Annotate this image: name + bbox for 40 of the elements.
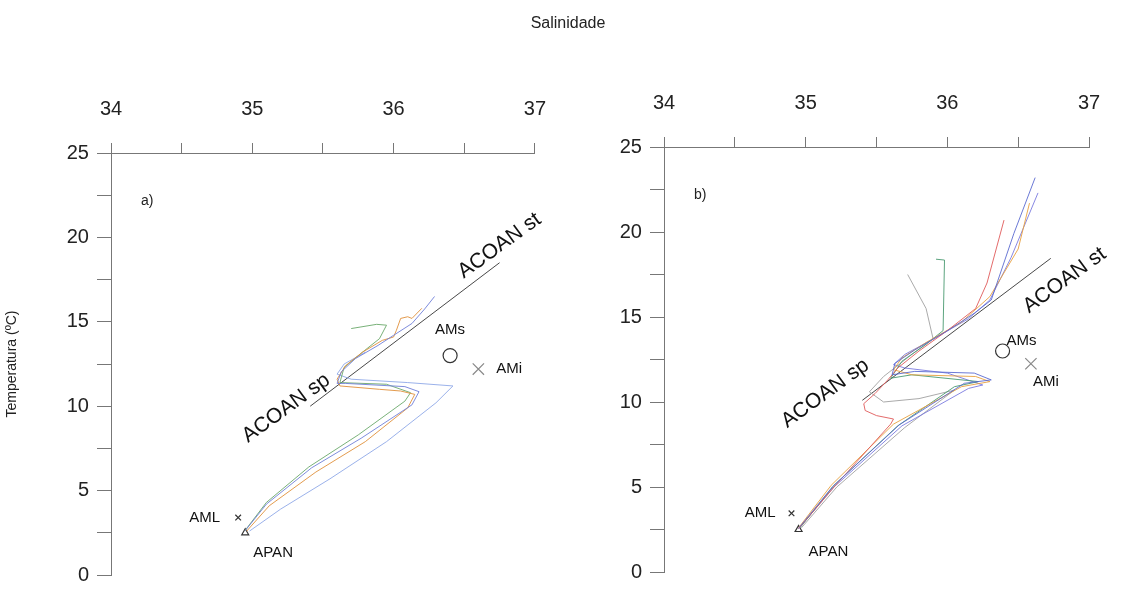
series-label: AML (744, 503, 776, 521)
point (234, 514, 242, 522)
x-tick-label: 37 (1077, 90, 1101, 113)
y-tick-label: 0 (630, 559, 642, 582)
x-tick-label: 35 (794, 90, 817, 113)
point (442, 347, 458, 364)
x-tick-label: 35 (241, 96, 264, 119)
y-tick-label: 25 (619, 134, 642, 157)
annotation: b) (694, 185, 707, 202)
y-tick-label: 0 (77, 562, 89, 585)
series-label: APAN (253, 542, 293, 560)
y-tick-label: 25 (66, 140, 89, 163)
x-tick-label: 36 (936, 90, 959, 113)
point (1024, 357, 1038, 371)
y-tick-label: 15 (66, 309, 89, 332)
y-tick-label: 20 (619, 219, 642, 242)
y-tick-label: 20 (66, 224, 89, 247)
annotation: a) (141, 191, 154, 208)
x-tick-label: 36 (382, 96, 405, 119)
point (994, 343, 1011, 359)
x-tick-label: 37 (523, 96, 546, 119)
y-tick-label: 15 (619, 304, 642, 327)
point (788, 509, 795, 517)
y-axis-title: Temperatura (ºC) (3, 310, 20, 418)
x-axis-title: Salinidade (529, 14, 607, 32)
series-label: AMi (496, 359, 523, 377)
y-tick-label: 10 (619, 389, 642, 412)
point (794, 524, 803, 533)
y-tick-label: 5 (77, 478, 89, 501)
point (472, 362, 485, 376)
series-label: AMs (1006, 331, 1037, 349)
y-tick-label: 10 (66, 393, 89, 416)
x-tick-label: 34 (652, 90, 676, 113)
point (241, 528, 250, 536)
series-label: AMs (435, 319, 466, 337)
x-tick-label: 34 (99, 96, 123, 119)
series-label: AMi (1032, 371, 1059, 389)
series-label: APAN (808, 541, 849, 559)
series-label: AML (189, 507, 221, 525)
y-tick-label: 5 (630, 474, 642, 497)
